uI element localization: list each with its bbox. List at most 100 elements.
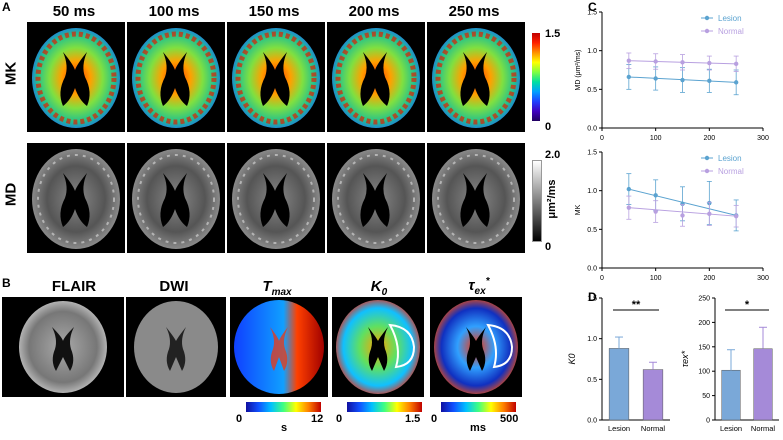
- md-chart-xtick-label: 100: [650, 135, 662, 140]
- tex-cb-max: 500: [500, 413, 519, 425]
- k0-cb-min: 0: [336, 413, 343, 425]
- mk-colorbar-max: 1.5: [545, 28, 561, 40]
- mk-chart-xtick-label: 300: [757, 275, 769, 282]
- md-chart-legend-label: Lesion: [718, 14, 742, 23]
- tex-bar-svg: 0 50 100 150 200 250 τex* Lesion Normal *: [680, 296, 779, 433]
- md-map-100ms: [127, 143, 225, 253]
- md-chart-point: [653, 76, 658, 81]
- tex-bar-chart: 0 50 100 150 200 250 τex* Lesion Normal *: [675, 290, 783, 440]
- k0-bar-svg: 0.0 0.5 1.0 1.5 K0 Lesion Normal **: [567, 296, 670, 433]
- dwi-title: DWI: [159, 278, 189, 295]
- mk-chart-xtick-label: 0: [600, 275, 604, 282]
- tex-bar-ytick-label: 0: [706, 418, 710, 425]
- md-chart-point: [680, 60, 685, 65]
- col-title-50ms: 50 ms: [52, 3, 96, 20]
- md-colorbar-unit: μm²/ms: [546, 179, 558, 219]
- md-colorbar-max: 2.0: [545, 149, 561, 161]
- md-map-50ms: [27, 143, 125, 253]
- md-chart-xtick-label: 300: [757, 135, 769, 140]
- panel-d-label: D: [588, 290, 597, 304]
- md-chart-legend-marker: [704, 15, 710, 21]
- k0-title: K0: [370, 278, 388, 298]
- tex-bar-ytick-label: 50: [702, 393, 710, 400]
- mk-chart-point: [680, 213, 685, 218]
- panel-a-label: A: [2, 0, 11, 14]
- tex-bar-ytick-label: 150: [698, 344, 710, 351]
- mk-colorbar: [532, 33, 540, 121]
- mk-chart-point: [707, 211, 712, 217]
- row-label-mk: MK: [2, 61, 20, 86]
- mk-chart-ytick-label: 0.5: [587, 227, 597, 234]
- tex-map: [430, 297, 522, 397]
- md-chart-point: [680, 77, 685, 83]
- mk-chart-legend-label: Lesion: [718, 154, 742, 163]
- mk-chart-ylabel: MK: [575, 204, 582, 215]
- md-colorbar: [532, 160, 542, 242]
- md-chart-point: [653, 59, 658, 64]
- k0-bar-ylabel: K0: [567, 353, 577, 364]
- mk-map-250ms: [427, 22, 525, 132]
- mk-chart-point: [653, 209, 658, 214]
- tex-cb-unit: ms: [470, 422, 486, 434]
- md-chart-legend-label: Normal: [718, 27, 744, 36]
- md-colorbar-min: 0: [545, 241, 552, 253]
- mk-chart-legend-marker: [704, 155, 710, 161]
- mk-chart-ytick-label: 1.5: [587, 150, 597, 157]
- md-chart-point: [707, 60, 712, 66]
- col-title-200ms: 200 ms: [348, 3, 400, 20]
- mk-map-50ms: [27, 22, 125, 132]
- md-chart-xtick-label: 200: [703, 135, 715, 140]
- k0-bar-bar: [608, 348, 630, 421]
- mk-chart-legend-marker: [704, 168, 710, 174]
- md-chart-point: [733, 61, 739, 67]
- mk-colorbar-min: 0: [545, 121, 552, 133]
- k0-bar-category-label: Normal: [641, 424, 666, 433]
- md-map-150ms: [227, 143, 325, 253]
- col-title-250ms: 250 ms: [448, 3, 500, 20]
- k0-bar-ytick-label: 0.0: [587, 418, 597, 425]
- tex-bar-ylabel: τex*: [680, 350, 690, 367]
- md-chart-xtick-label: 0: [600, 135, 604, 140]
- md-chart-point: [626, 74, 632, 80]
- k0-bar-chart: 0.0 0.5 1.0 1.5 K0 Lesion Normal **: [560, 290, 675, 440]
- mk-chart-point: [626, 186, 632, 192]
- md-chart-point: [733, 80, 739, 85]
- mk-chart-ytick-label: 1.0: [587, 188, 597, 195]
- col-title-100ms: 100 ms: [148, 3, 200, 20]
- k0-bar-sig-label: **: [632, 299, 641, 311]
- mk-map-100ms: [127, 22, 225, 132]
- tex-bar-category-label: Lesion: [720, 424, 742, 433]
- row-label-md: MD: [2, 182, 20, 207]
- tex-colorbar: [441, 402, 516, 412]
- tex-bar-sig-label: *: [745, 299, 750, 311]
- dwi-image: [126, 297, 226, 397]
- md-chart-ytick-label: 0.0: [587, 126, 597, 133]
- tmax-title: Tmax: [262, 278, 292, 298]
- tex-bar-bar: [721, 369, 741, 421]
- mk-chart-xtick-label: 200: [703, 275, 715, 282]
- mk-chart-legend-label: Normal: [718, 167, 744, 176]
- md-map-200ms: [327, 143, 425, 253]
- flair-title: FLAIR: [51, 278, 97, 295]
- tex-bar-ytick-label: 100: [698, 369, 710, 376]
- tex-cb-min: 0: [431, 413, 438, 425]
- tmax-cb-max: 12: [311, 413, 324, 425]
- md-chart-ytick-label: 1.5: [587, 10, 597, 17]
- md-map-250ms: [427, 143, 525, 253]
- k0-bar-ytick-label: 1.0: [587, 336, 597, 343]
- mk-chart-point: [733, 213, 739, 219]
- md-chart-point: [707, 78, 712, 84]
- mk-chart-ytick-label: 0.0: [587, 266, 597, 273]
- mk-chart-xtick-label: 100: [650, 275, 662, 282]
- flair-image: [2, 297, 124, 397]
- k0-cb-max: 1.5: [405, 413, 421, 425]
- tmax-cb-unit: s: [280, 422, 288, 434]
- k0-bar-category-label: Lesion: [608, 424, 630, 433]
- k0-bar-ytick-label: 0.5: [587, 377, 597, 384]
- mk-map-150ms: [227, 22, 325, 132]
- md-chart-ytick-label: 1.0: [587, 48, 597, 55]
- tmax-map: [230, 297, 328, 397]
